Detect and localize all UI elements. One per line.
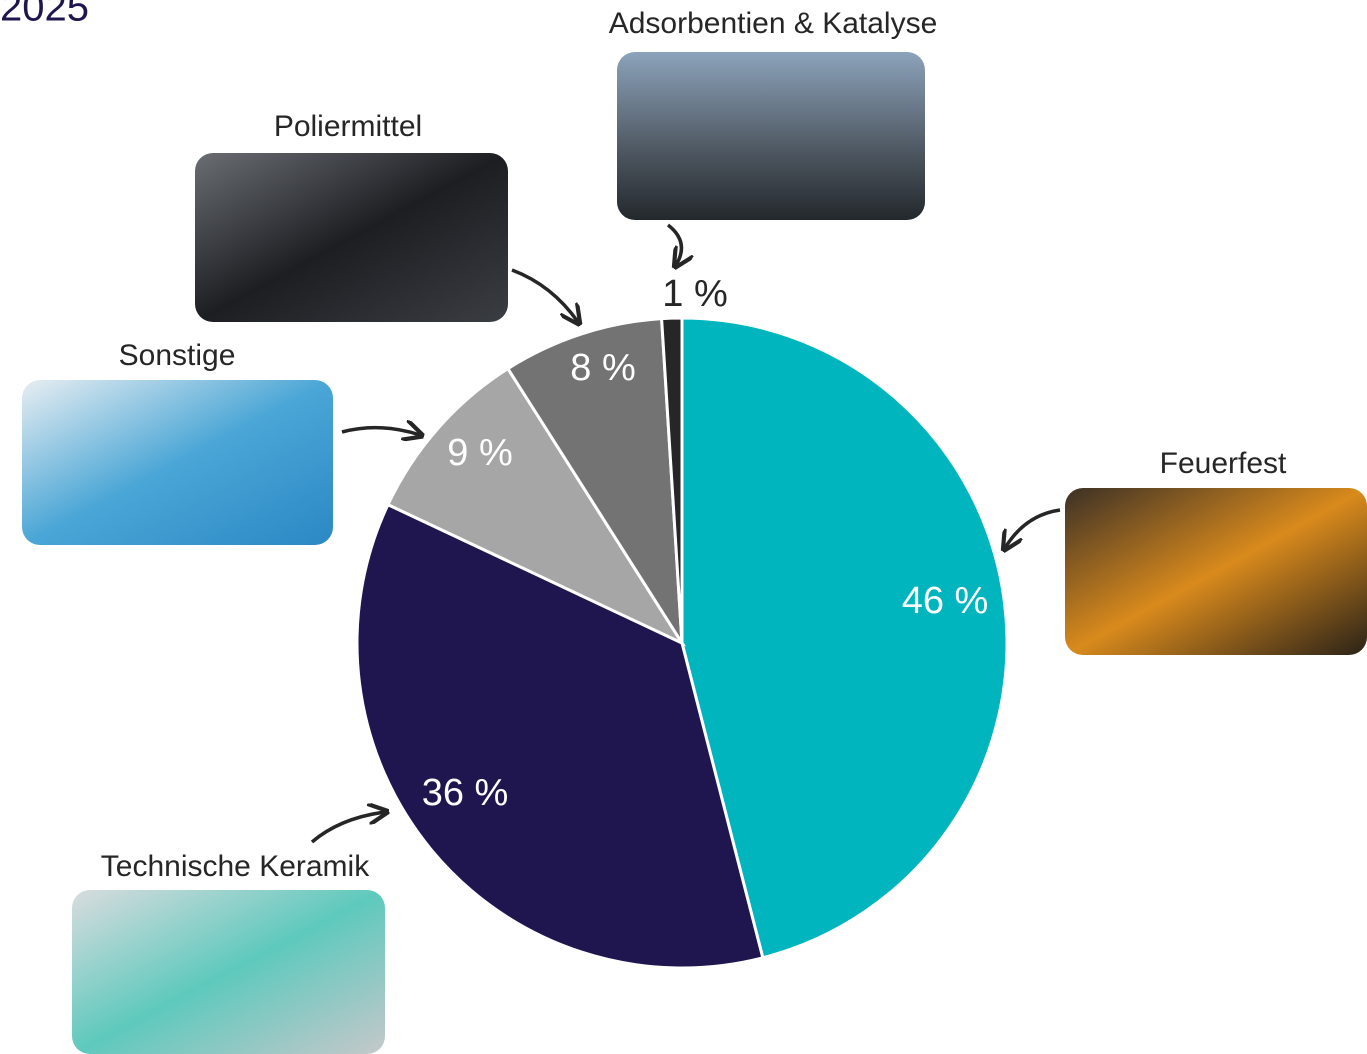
data-label: 8 % [570, 347, 635, 389]
picture [22, 380, 333, 545]
picture [195, 153, 508, 322]
arrow [342, 428, 420, 435]
arrow [312, 812, 385, 842]
data-label: 9 % [447, 432, 512, 474]
data-label: 46 % [902, 580, 989, 622]
data-label: 1 % [662, 273, 727, 315]
arrow [512, 270, 578, 322]
category-label: Feuerfest [1160, 447, 1287, 480]
category-label: Poliermittel [274, 110, 422, 143]
category-label: Adsorbentien & Katalyse [609, 7, 938, 40]
arrow [668, 225, 681, 265]
arrow [1005, 510, 1060, 548]
category-label: Sonstige [119, 339, 236, 372]
picture [72, 890, 385, 1054]
chart-title: 2025 [0, 0, 89, 30]
category-label: Technische Keramik [101, 850, 370, 883]
picture [617, 52, 925, 220]
data-label: 36 % [422, 772, 509, 814]
chart: 2025 46 % Feuerfest 36 % Technische Keramik… [0, 0, 1367, 1054]
picture [1065, 488, 1367, 655]
